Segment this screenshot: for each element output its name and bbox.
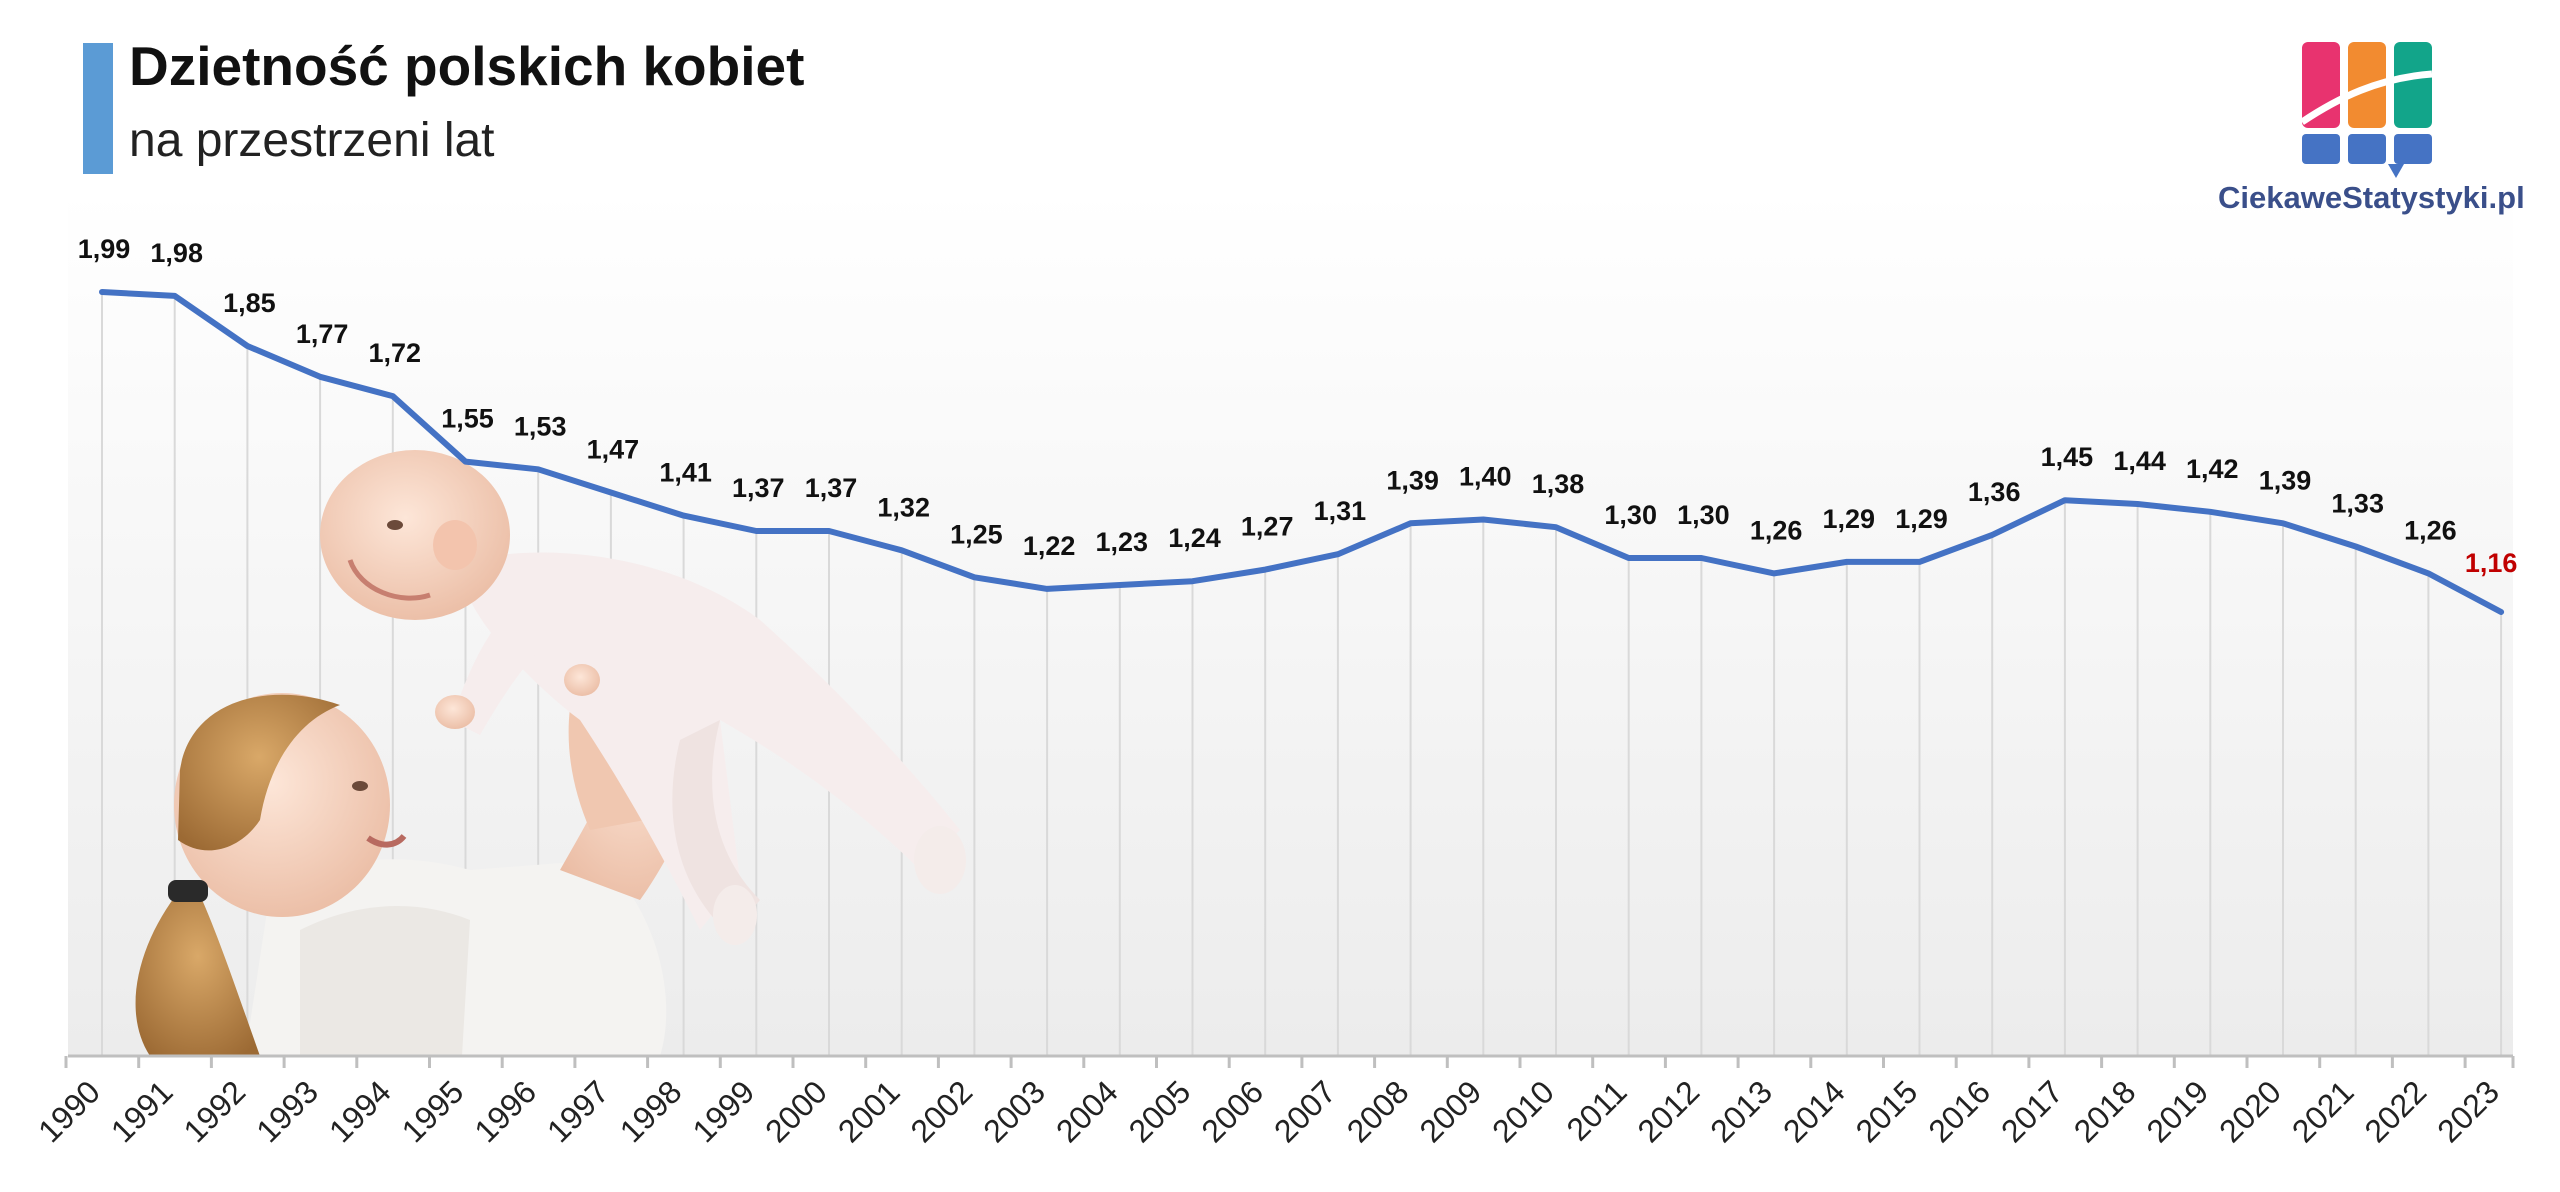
data-label: 1,30 <box>1604 500 1657 530</box>
data-label: 1,25 <box>950 519 1003 549</box>
data-label: 1,44 <box>2113 446 2166 476</box>
data-label: 1,55 <box>441 404 494 434</box>
x-tick-label: 2014 <box>1776 1073 1852 1149</box>
x-tick-label: 2011 <box>1560 1073 1634 1147</box>
data-label: 1,37 <box>805 473 858 503</box>
data-label: 1,31 <box>1314 496 1367 526</box>
x-tick-label: 1996 <box>467 1073 543 1149</box>
data-label: 1,26 <box>1750 515 1803 545</box>
data-label: 1,24 <box>1168 523 1221 553</box>
x-tick-label: 2021 <box>2285 1073 2361 1149</box>
x-tick-label: 2002 <box>904 1073 980 1149</box>
mother-lifting-baby-photo <box>135 450 966 1056</box>
x-tick-label: 2010 <box>1485 1073 1561 1149</box>
data-label: 1,36 <box>1968 477 2021 507</box>
data-label: 1,45 <box>2041 442 2094 472</box>
data-label: 1,99 <box>78 234 131 264</box>
data-label: 1,22 <box>1023 531 1076 561</box>
data-label: 1,39 <box>1386 465 1439 495</box>
data-label: 1,47 <box>587 434 640 464</box>
x-tick-label: 1991 <box>104 1073 180 1149</box>
data-label: 1,37 <box>732 473 785 503</box>
data-label: 1,32 <box>877 492 930 522</box>
x-tick-label: 1997 <box>540 1073 616 1149</box>
data-label: 1,38 <box>1532 469 1585 499</box>
x-tick-label: 1993 <box>249 1073 325 1149</box>
brand-name: CiekaweStatystyki.pl <box>2218 180 2525 215</box>
x-tick-label: 2022 <box>2358 1073 2434 1149</box>
data-label: 1,72 <box>369 338 422 368</box>
x-tick-label: 2008 <box>1340 1073 1416 1149</box>
data-label: 1,41 <box>659 458 712 488</box>
x-tick-label: 2009 <box>1412 1073 1488 1149</box>
x-tick-label: 1990 <box>31 1073 107 1149</box>
x-tick-label: 2000 <box>758 1073 834 1149</box>
x-tick-label: 2016 <box>1921 1073 1997 1149</box>
fertility-series-line <box>99 289 2505 615</box>
chart-subtitle: na przestrzeni lat <box>129 114 495 167</box>
data-label: 1,98 <box>150 238 203 268</box>
x-tick-label: 2005 <box>1122 1073 1198 1149</box>
data-label: 1,16 <box>2465 548 2518 578</box>
data-label: 1,77 <box>296 319 349 349</box>
x-tick-label: 2020 <box>2212 1073 2288 1149</box>
x-tick-label: 2015 <box>1849 1073 1925 1149</box>
data-label: 1,40 <box>1459 461 1512 491</box>
x-tick-label: 2012 <box>1631 1073 1707 1149</box>
x-tick-label: 1992 <box>177 1073 253 1149</box>
title-accent-bar <box>83 43 113 174</box>
data-label: 1,53 <box>514 411 567 441</box>
data-labels: 1,99 1,98 1,85 1,77 1,72 1,55 1,53 1,47 1,41 1,37… <box>78 234 2518 578</box>
chart-title: Dzietność polskich kobiet <box>129 35 805 97</box>
x-tick-label: 2019 <box>2139 1073 2215 1149</box>
data-label: 1,29 <box>1895 504 1948 534</box>
data-label: 1,27 <box>1241 512 1294 542</box>
x-tick-label: 1998 <box>613 1073 689 1149</box>
x-tick-label: 1995 <box>395 1073 471 1149</box>
x-tick-label: 2023 <box>2430 1073 2506 1149</box>
x-tick-label: 2004 <box>1049 1073 1125 1149</box>
data-label: 1,23 <box>1096 527 1149 557</box>
data-label: 1,85 <box>223 288 276 318</box>
x-tick-label: 2013 <box>1703 1073 1779 1149</box>
data-label: 1,39 <box>2259 465 2312 495</box>
data-label: 1,30 <box>1677 500 1730 530</box>
data-label: 1,26 <box>2404 515 2457 545</box>
x-tick-label: 2018 <box>2067 1073 2143 1149</box>
x-tick-label: 1999 <box>685 1073 761 1149</box>
x-tick-label: 2003 <box>976 1073 1052 1149</box>
bar-chart-logo-icon <box>2300 42 2433 178</box>
x-tick-label: 1994 <box>322 1073 398 1149</box>
data-label: 1,33 <box>2331 488 2384 518</box>
x-tick-label: 2006 <box>1194 1073 1270 1149</box>
x-tick-label: 2017 <box>1994 1073 2070 1149</box>
data-label: 1,29 <box>1823 504 1876 534</box>
x-tick-label: 2001 <box>831 1073 907 1149</box>
x-tick-label: 2007 <box>1267 1073 1343 1149</box>
data-label: 1,42 <box>2186 454 2239 484</box>
x-axis: 1990199119921993199419951996199719981999… <box>31 1054 2515 1149</box>
